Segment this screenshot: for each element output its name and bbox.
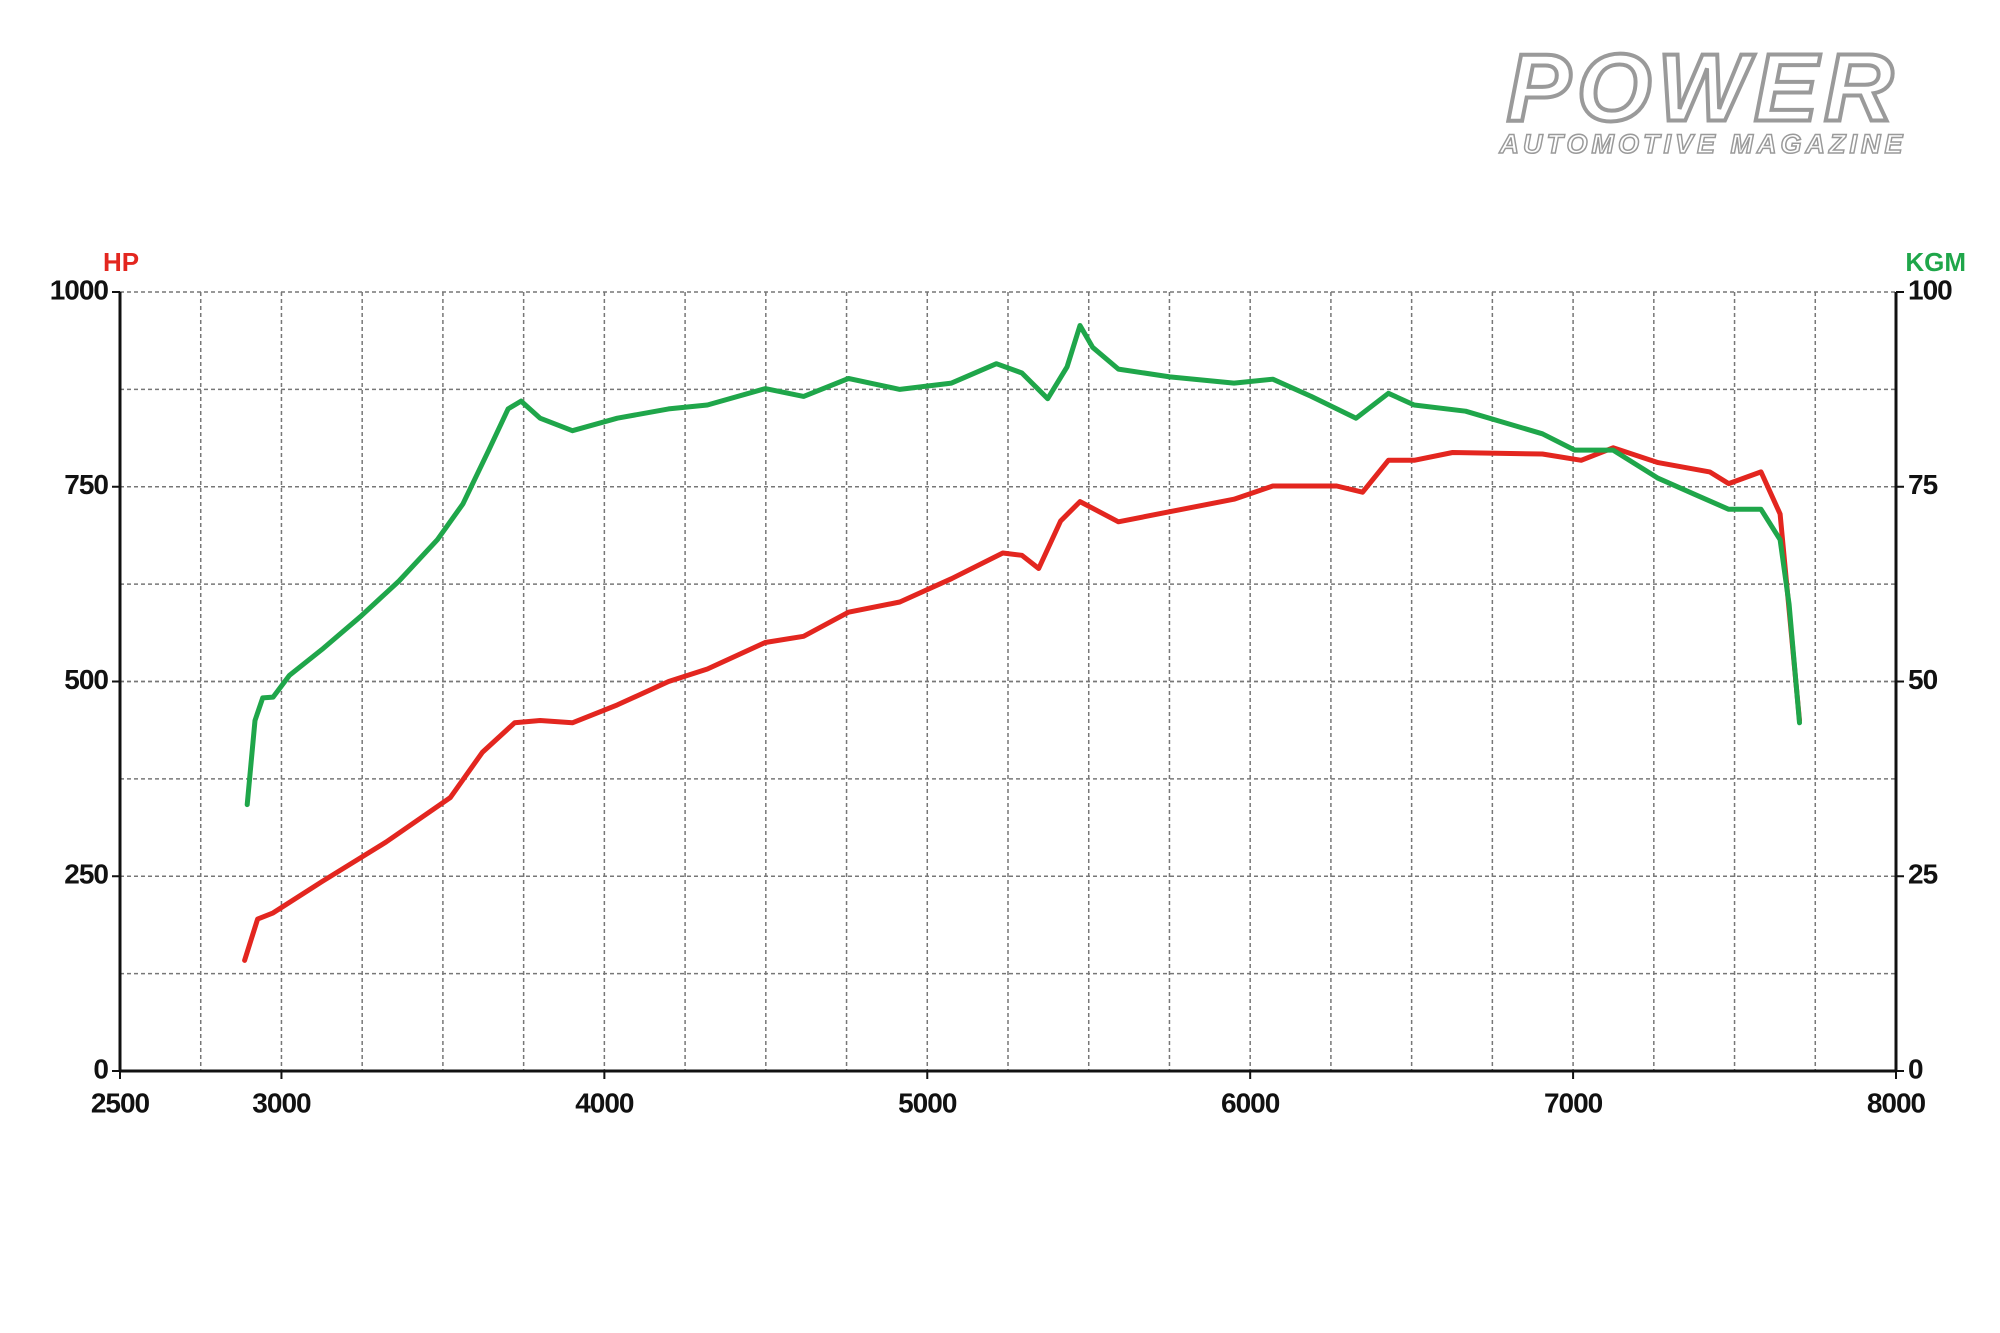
y2-tick-label: 50 <box>1908 664 1938 695</box>
x-tick-label: 6000 <box>1221 1087 1280 1118</box>
series-line <box>244 323 1802 808</box>
y-tick-label: 1000 <box>50 274 109 305</box>
logo-title: POWER <box>1507 34 1900 141</box>
y2-tick-label: 100 <box>1908 274 1952 305</box>
y2-tick-label: 25 <box>1908 859 1938 890</box>
x-tick-label: 5000 <box>898 1087 957 1118</box>
x-tick-label: 8000 <box>1867 1087 1926 1118</box>
y-tick-label: 750 <box>64 469 108 500</box>
x-tick-label: 3000 <box>252 1087 311 1118</box>
y2-tick-label: 75 <box>1908 469 1938 500</box>
y-tick-label: 0 <box>93 1053 108 1084</box>
y2-tick-label: 0 <box>1908 1053 1923 1084</box>
x-tick-label: 4000 <box>575 1087 634 1118</box>
y2-axis-label: KGM <box>1905 247 1966 277</box>
x-tick-label: 2500 <box>91 1087 150 1118</box>
x-tick-label: 7000 <box>1544 1087 1603 1118</box>
y-tick-label: 250 <box>64 859 108 890</box>
series-line <box>242 445 1802 963</box>
y-axis-label: HP <box>103 247 139 277</box>
logo-subtitle: AUTOMOTIVE MAGAZINE <box>1498 129 1906 159</box>
y-tick-label: 500 <box>64 664 108 695</box>
